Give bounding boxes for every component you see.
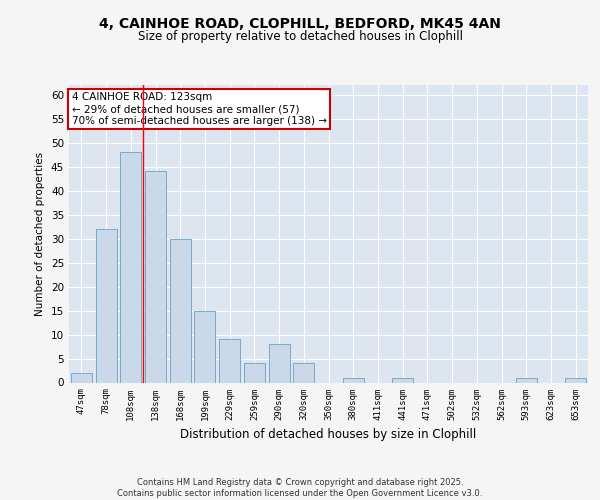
Bar [71, 373, 92, 382]
Bar [392, 378, 413, 382]
Bar [95, 229, 116, 382]
Bar [145, 172, 166, 382]
Bar [120, 152, 141, 382]
Bar [516, 378, 537, 382]
Bar [244, 364, 265, 382]
Bar [293, 364, 314, 382]
Y-axis label: Number of detached properties: Number of detached properties [35, 152, 46, 316]
Bar [343, 378, 364, 382]
Bar [194, 310, 215, 382]
Text: 4 CAINHOE ROAD: 123sqm
← 29% of detached houses are smaller (57)
70% of semi-det: 4 CAINHOE ROAD: 123sqm ← 29% of detached… [71, 92, 326, 126]
Text: Contains HM Land Registry data © Crown copyright and database right 2025.
Contai: Contains HM Land Registry data © Crown c… [118, 478, 482, 498]
Bar [565, 378, 586, 382]
Bar [170, 238, 191, 382]
Text: Size of property relative to detached houses in Clophill: Size of property relative to detached ho… [137, 30, 463, 43]
X-axis label: Distribution of detached houses by size in Clophill: Distribution of detached houses by size … [181, 428, 476, 441]
Bar [219, 340, 240, 382]
Text: 4, CAINHOE ROAD, CLOPHILL, BEDFORD, MK45 4AN: 4, CAINHOE ROAD, CLOPHILL, BEDFORD, MK45… [99, 18, 501, 32]
Bar [269, 344, 290, 383]
